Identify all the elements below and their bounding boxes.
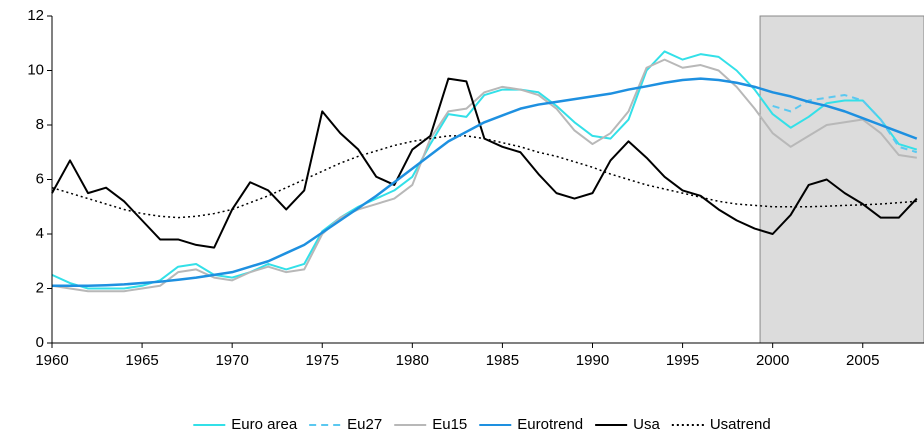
y-tick-label: 10 xyxy=(27,61,44,78)
legend-label: Eu27 xyxy=(347,416,382,433)
x-tick-label: 1985 xyxy=(486,352,519,369)
y-tick-label: 8 xyxy=(36,116,44,133)
y-tick-label: 0 xyxy=(36,334,44,351)
x-tick-label: 1975 xyxy=(306,352,339,369)
x-tick-label: 1980 xyxy=(396,352,429,369)
x-tick-label: 1965 xyxy=(125,352,158,369)
series-line xyxy=(51,50,918,290)
legend-label: Eurotrend xyxy=(517,416,583,433)
series-line xyxy=(52,77,918,288)
x-tick-label: 1990 xyxy=(576,352,609,369)
legend-label: Euro area xyxy=(231,416,298,433)
x-tick-label: 2005 xyxy=(846,352,879,369)
legend-label: Usatrend xyxy=(710,416,771,433)
series-line xyxy=(772,94,918,154)
shaded-region xyxy=(759,15,924,344)
y-tick-label: 2 xyxy=(36,279,44,296)
series-line xyxy=(51,58,917,293)
x-tick-label: 1960 xyxy=(35,352,68,369)
x-tick-label: 1995 xyxy=(666,352,699,369)
x-tick-label: 2000 xyxy=(756,352,789,369)
series-line xyxy=(51,135,917,219)
y-tick-label: 12 xyxy=(27,7,44,24)
legend-label: Eu15 xyxy=(432,416,467,433)
y-tick-label: 6 xyxy=(36,170,44,187)
x-tick-label: 1970 xyxy=(215,352,248,369)
y-tick-label: 4 xyxy=(36,225,44,242)
legend-label: Usa xyxy=(633,416,660,433)
